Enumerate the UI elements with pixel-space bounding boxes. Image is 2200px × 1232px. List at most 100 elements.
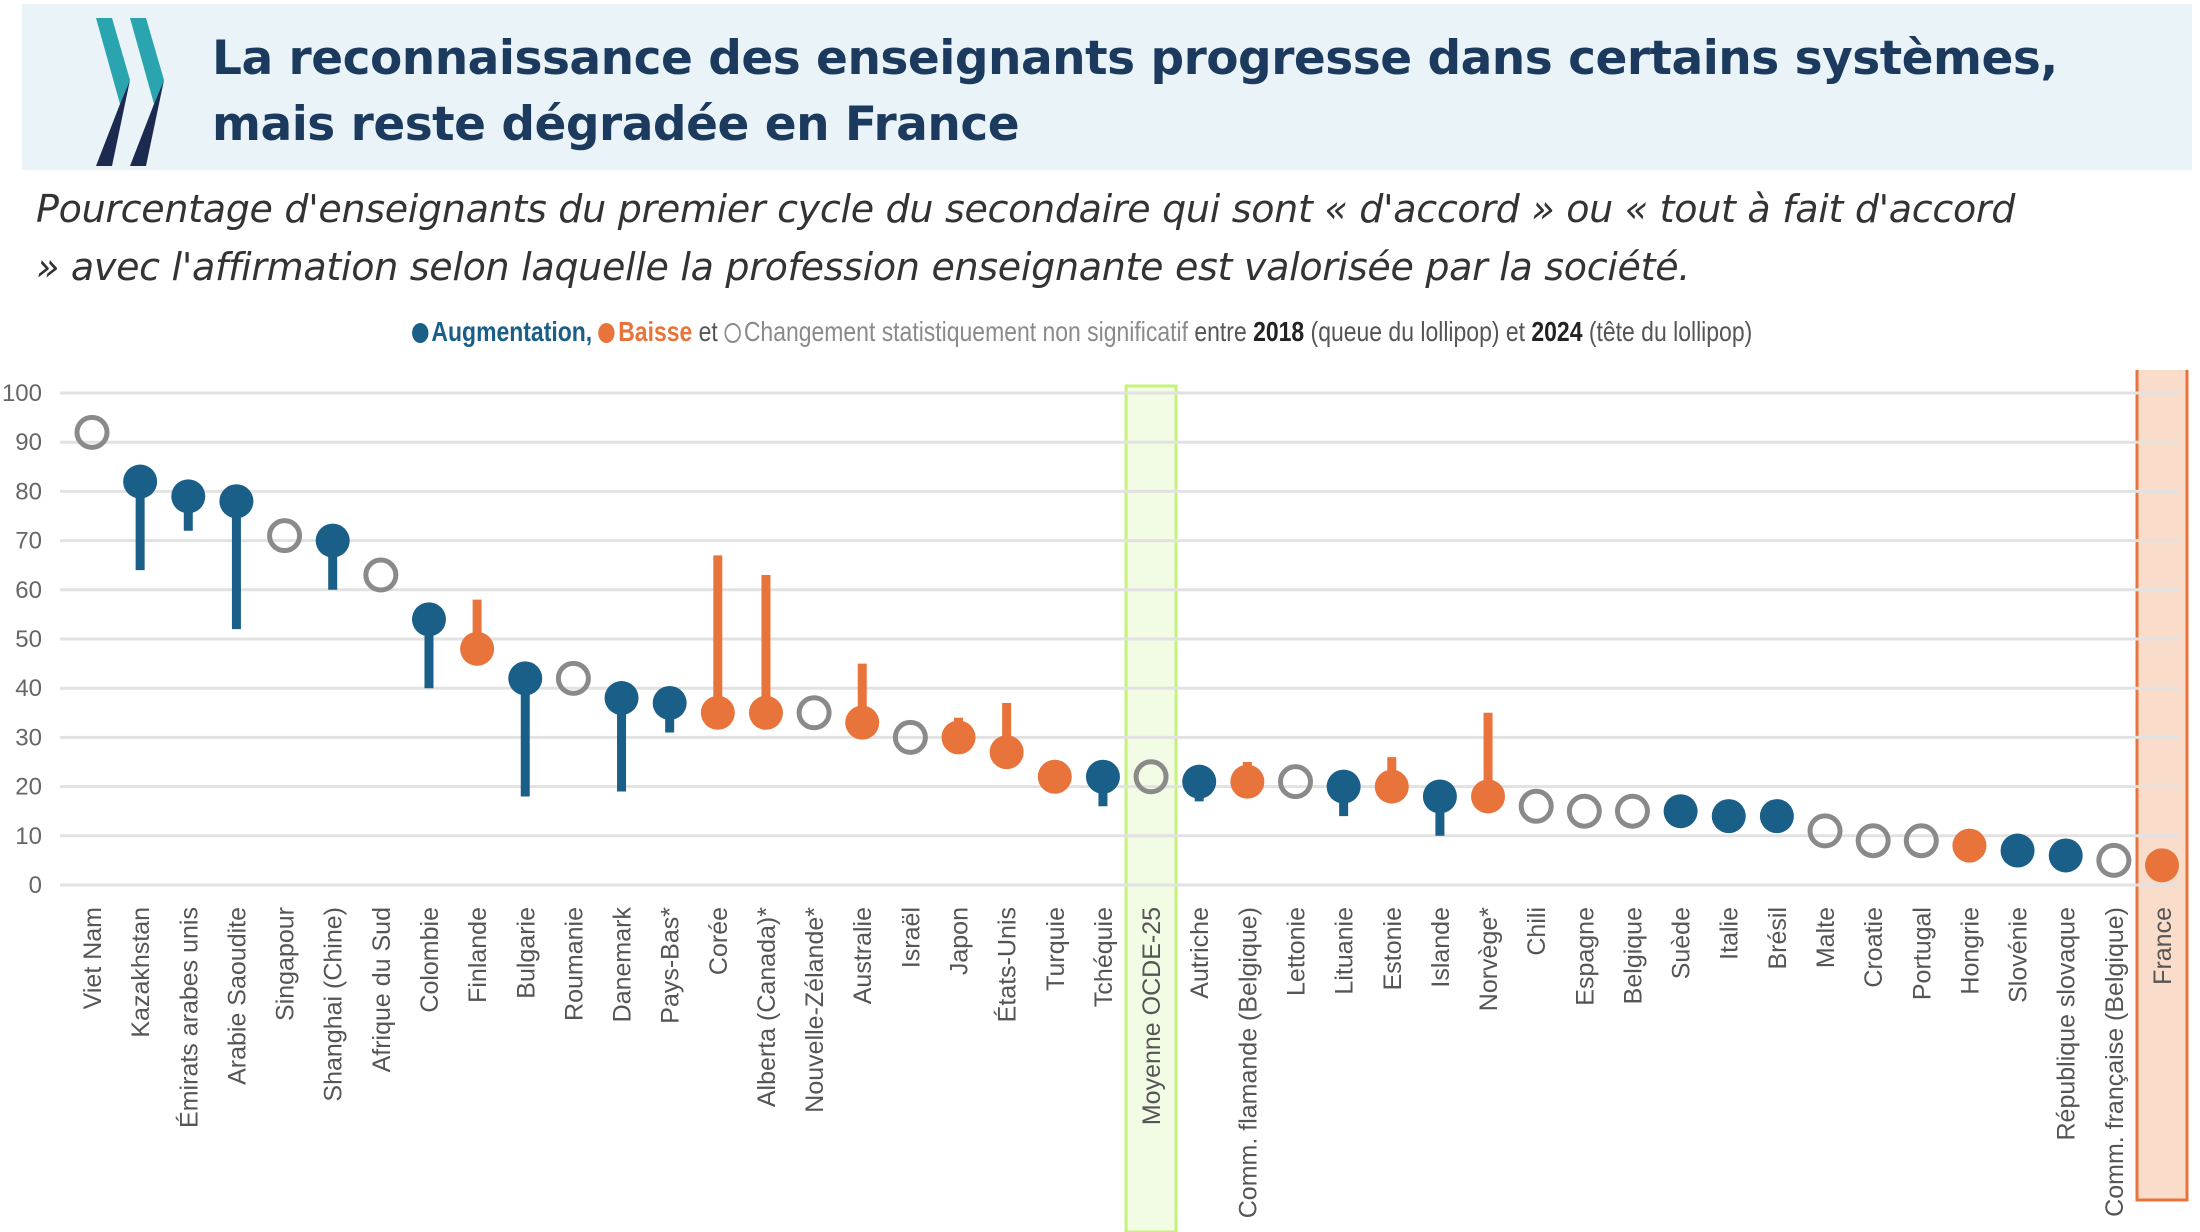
x-tick-label: Japon — [946, 907, 974, 975]
legend-ns-label: Changement statistiquement non significa… — [743, 316, 1188, 347]
lollipop-head — [508, 661, 543, 696]
lollipop-head — [700, 695, 735, 730]
chart-legend: Augmentation, Baisse et Changement stati… — [180, 316, 1984, 348]
title-line-1: La reconnaissance des enseignants progre… — [212, 31, 2058, 86]
legend-year-2024: 2024 — [1531, 316, 1583, 347]
lollipop-head — [1614, 793, 1650, 829]
x-tick-label: Nouvelle-Zélande* — [801, 907, 829, 1113]
x-tick-label: Estonie — [1379, 907, 1407, 990]
x-tick-label: Turquie — [1042, 907, 1070, 991]
x-tick-label: Singapour — [272, 907, 300, 1021]
x-tick-label: Brésil — [1764, 907, 1792, 970]
x-tick-label: Corée — [705, 907, 733, 975]
lollipop-head — [845, 705, 880, 740]
x-tick-label: Finlande — [464, 907, 492, 1003]
x-tick-label: Islande — [1427, 907, 1455, 988]
x-tick-label: États-Unis — [993, 907, 1022, 1022]
lollipop-head — [1518, 788, 1554, 824]
x-tick-label: Malte — [1812, 907, 1840, 968]
lollipop-head — [1326, 769, 1361, 804]
legend-up-marker-icon — [411, 323, 429, 343]
x-tick-label: Autriche — [1186, 907, 1214, 999]
lollipop-head — [267, 518, 303, 554]
lollipop-head — [1182, 764, 1217, 799]
legend-down-marker-icon — [598, 323, 615, 343]
lollipop-head — [1471, 779, 1506, 814]
lollipop-head — [1277, 764, 1313, 800]
x-tick-label: Australie — [849, 907, 877, 1004]
lollipop-head — [460, 631, 495, 666]
x-tick-label: Espagne — [1571, 907, 1599, 1006]
lollipop-head — [555, 660, 591, 696]
lollipop-head — [796, 695, 832, 731]
y-tick-label: 60 — [15, 577, 42, 604]
x-tick-label: Slovénie — [2005, 907, 2033, 1003]
lollipop-head — [1903, 823, 1939, 859]
x-tick-label: Bulgarie — [512, 907, 540, 999]
x-tick-label: Émirats arabes unis — [174, 907, 203, 1128]
lollipop-head — [1711, 799, 1746, 834]
lollipop-head — [1759, 799, 1794, 834]
x-tick-label: Belgique — [1619, 907, 1647, 1004]
legend-year-2018-desc: (queue du lollipop) — [1310, 316, 1500, 347]
y-tick-label: 20 — [15, 774, 42, 801]
x-tick-label: Kazakhstan — [127, 907, 155, 1038]
lollipop-head — [411, 602, 446, 637]
oecd-average-highlight — [1124, 384, 1178, 1232]
x-tick-label: Tchéquie — [1090, 907, 1118, 1007]
lollipop-head — [1422, 779, 1457, 814]
x-tick-label: Danemark — [609, 907, 637, 1023]
lollipop-head — [123, 464, 158, 499]
x-tick-label: Afrique du Sud — [368, 907, 396, 1072]
x-tick-label: Hongrie — [1956, 907, 1984, 995]
legend-ns-marker-icon — [724, 323, 741, 343]
x-tick-label: Chili — [1523, 907, 1551, 956]
chart-subtitle: Pourcentage d'enseignants du premier cyc… — [36, 180, 2186, 296]
y-tick-label: 0 — [29, 872, 42, 899]
lollipop-head — [892, 719, 928, 755]
page-title: La reconnaissance des enseignants progre… — [212, 26, 2058, 158]
legend-up-label: Augmentation, — [431, 316, 593, 347]
x-tick-label: France — [2149, 907, 2177, 985]
y-tick-label: 100 — [2, 380, 42, 407]
y-tick-label: 70 — [15, 528, 42, 555]
x-tick-label: Arabie Saoudite — [223, 907, 251, 1085]
lollipop-head — [315, 523, 350, 558]
oecd-logo-icon — [96, 18, 164, 166]
france-highlight — [2135, 370, 2189, 1202]
lollipop-head — [2096, 842, 2132, 878]
lollipop-head — [219, 484, 254, 519]
y-tick-label: 90 — [15, 429, 42, 456]
lollipop-head — [74, 414, 110, 450]
x-tick-label: Norvège* — [1475, 907, 1503, 1011]
x-tick-label: Colombie — [416, 907, 444, 1013]
y-tick-label: 50 — [15, 626, 42, 653]
lollipop-head — [1085, 759, 1120, 794]
x-tick-label: Lettonie — [1282, 907, 1310, 996]
lollipop-head — [941, 720, 976, 755]
lollipop-head — [1566, 793, 1602, 829]
x-tick-label: Lituanie — [1331, 907, 1359, 995]
legend-conj-1: et — [698, 316, 718, 347]
subtitle-line-2: » avec l'affirmation selon laquelle la p… — [36, 245, 1691, 289]
lollipop-head — [2000, 833, 2035, 868]
x-tick-label: Croatie — [1860, 907, 1888, 988]
title-line-2: mais reste dégradée en France — [212, 97, 1020, 152]
x-tick-label: Israël — [897, 907, 925, 968]
lollipop-head — [1663, 794, 1698, 829]
legend-year-2024-desc: (tête du lollipop) — [1588, 316, 1753, 347]
legend-between: entre — [1194, 316, 1247, 347]
lollipop-head — [1037, 759, 1072, 794]
x-tick-label: Italie — [1716, 907, 1744, 960]
x-tick-label: Pays-Bas* — [657, 907, 685, 1024]
lollipop-head — [652, 685, 687, 720]
lollipop-head — [2048, 838, 2083, 873]
y-tick-label: 40 — [15, 675, 42, 702]
lollipop-head — [1374, 769, 1409, 804]
y-tick-label: 80 — [15, 478, 42, 505]
lollipop-head — [2145, 848, 2179, 883]
lollipop-head — [1133, 759, 1169, 795]
lollipop-head — [1230, 764, 1265, 799]
legend-down-label: Baisse — [618, 316, 693, 347]
lollipop-chart: 0 10 20 30 40 50 60 70 80 90 100 Viet Nam Kazakhsta… — [2, 370, 2189, 1232]
